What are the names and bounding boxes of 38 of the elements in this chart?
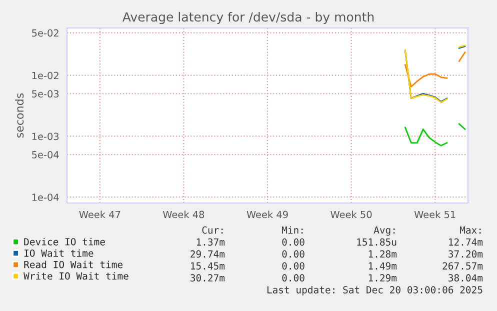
text: 12.74m xyxy=(449,238,483,246)
text: Avg: xyxy=(374,226,395,236)
text: 37.20m xyxy=(448,250,483,258)
y-tick-label: 1e-04 xyxy=(32,194,59,201)
text: Max: xyxy=(460,226,481,234)
text: 1.28m xyxy=(368,250,397,258)
text: 15.45m xyxy=(191,262,225,270)
x-tick-label: Week 47 xyxy=(79,210,120,218)
legend-label: IO Wait time xyxy=(24,249,94,257)
x-tick-label: Week 48 xyxy=(162,210,204,218)
text: 0.00 xyxy=(282,262,304,270)
text: 0.00 xyxy=(282,274,304,282)
text: 30.27m xyxy=(190,274,225,282)
text: Cur: xyxy=(202,226,223,234)
y-tick-label: 1e-02 xyxy=(32,72,58,80)
legend-label: Write IO Wait time xyxy=(24,272,128,280)
y-tick-label: 5e-03 xyxy=(32,90,59,98)
text: 0.00 xyxy=(282,238,304,246)
y-axis-title: seconds xyxy=(15,93,24,138)
text: 1.29m xyxy=(368,274,397,282)
text: Min: xyxy=(282,226,303,234)
y-tick-label: 5e-02 xyxy=(32,29,58,37)
y-tick-label: 5e-04 xyxy=(32,151,59,158)
text: 151.85u xyxy=(357,238,396,246)
text: Last update: Sat Dec 20 03:00:06 2025 xyxy=(267,286,482,296)
text: 29.74m xyxy=(190,250,225,258)
text: 267.57m xyxy=(442,262,483,270)
text: 1.37m xyxy=(196,238,225,246)
text: 0.00 xyxy=(282,250,304,258)
x-tick-label: Week 50 xyxy=(330,210,372,218)
y-tick-label: 1e-03 xyxy=(32,132,59,140)
x-tick-label: Week 49 xyxy=(246,210,288,218)
chart-title: Average latency for /dev/sda - by month xyxy=(122,12,374,24)
text: 38.04m xyxy=(448,274,483,282)
text: 1.49m xyxy=(368,262,397,270)
legend-label: Device IO time xyxy=(24,238,105,246)
x-tick-label: Week 51 xyxy=(414,210,456,218)
legend-label: Read IO Wait time xyxy=(24,260,122,268)
